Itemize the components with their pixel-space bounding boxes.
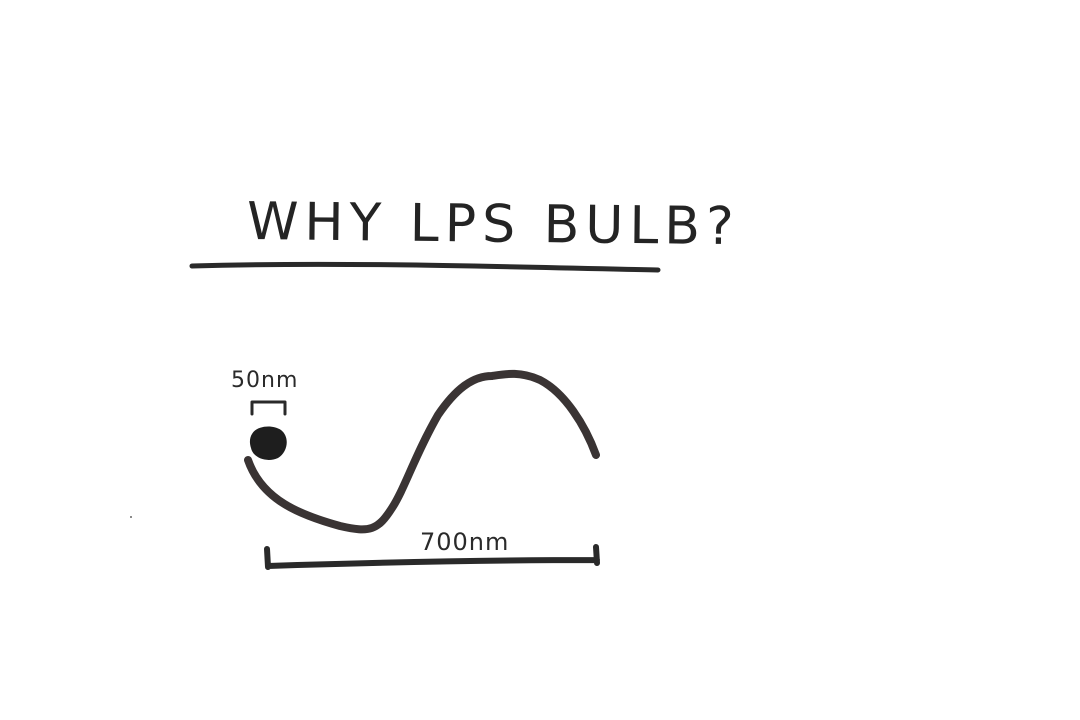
particle-size-label: 50nm xyxy=(231,368,299,393)
title-underline xyxy=(189,261,661,273)
sketch-title: WHY LPS BULB? xyxy=(246,192,740,258)
paper-speck xyxy=(130,516,132,518)
wavelength-scale-bar xyxy=(264,544,600,570)
wavelength-label: 700nm xyxy=(420,528,510,556)
nanoparticle-dot xyxy=(249,426,287,460)
particle-size-bracket xyxy=(250,400,287,416)
light-wave-curve xyxy=(244,369,600,534)
